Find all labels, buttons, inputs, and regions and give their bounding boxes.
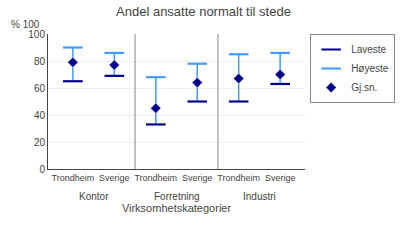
svg-text:Laveste: Laveste xyxy=(351,44,386,55)
svg-text:Høyeste: Høyeste xyxy=(351,63,389,74)
svg-text:Gj.sn.: Gj.sn. xyxy=(351,82,377,93)
svg-text:Sverige: Sverige xyxy=(99,173,130,183)
svg-text:Sverige: Sverige xyxy=(265,173,296,183)
svg-text:Forretning: Forretning xyxy=(154,191,200,202)
svg-text:Trondheim: Trondheim xyxy=(134,173,177,183)
svg-text:80: 80 xyxy=(34,56,46,67)
svg-text:40: 40 xyxy=(34,110,46,121)
svg-text:20: 20 xyxy=(34,137,46,148)
svg-text:Virksomhetskategorier: Virksomhetskategorier xyxy=(122,202,232,214)
svg-text:Kontor: Kontor xyxy=(79,191,109,202)
svg-text:Andel ansatte normalt til sted: Andel ansatte normalt til stede xyxy=(116,4,291,19)
svg-text:Trondheim: Trondheim xyxy=(52,173,95,183)
svg-text:Sverige: Sverige xyxy=(182,173,213,183)
svg-text:0: 0 xyxy=(39,164,45,175)
svg-text:% 100: % 100 xyxy=(11,19,40,30)
svg-text:100: 100 xyxy=(28,29,45,40)
svg-text:Industri: Industri xyxy=(243,191,276,202)
svg-text:Trondheim: Trondheim xyxy=(217,173,260,183)
svg-text:60: 60 xyxy=(34,83,46,94)
